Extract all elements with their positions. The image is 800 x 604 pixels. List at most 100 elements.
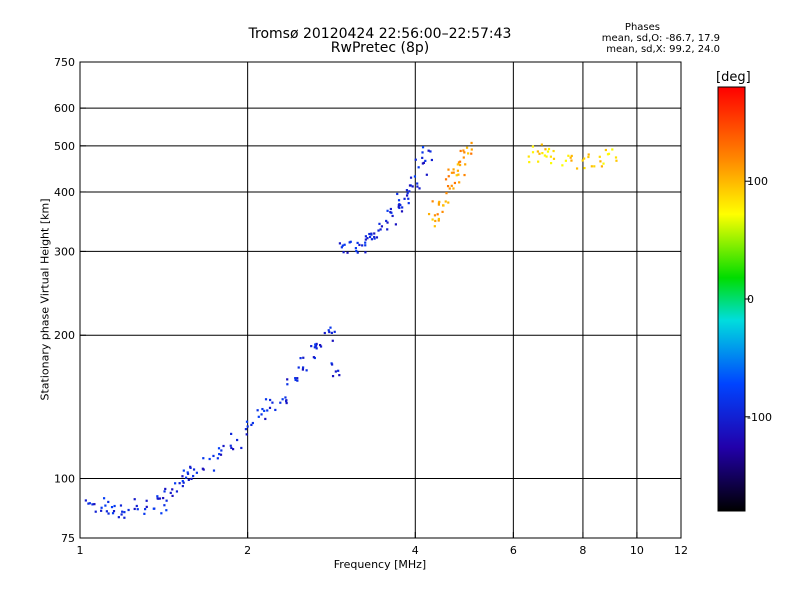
phases-stats-x: mean, sd,X: 99.2, 24.0	[606, 44, 720, 55]
data-point	[285, 401, 288, 405]
phases-stats-o: mean, sd,O: -86.7, 17.9	[601, 33, 720, 44]
data-point	[441, 210, 444, 213]
data-point	[453, 181, 457, 185]
data-point	[219, 453, 223, 456]
data-point	[444, 200, 447, 203]
data-point	[407, 202, 410, 205]
data-point	[583, 157, 586, 160]
data-point	[386, 209, 389, 212]
data-point	[421, 151, 424, 154]
data-point	[456, 163, 459, 166]
data-point	[88, 502, 91, 505]
data-point	[192, 468, 196, 471]
data-point	[229, 444, 232, 447]
data-point	[456, 169, 460, 172]
data-point	[261, 407, 264, 411]
data-point	[117, 516, 120, 519]
data-point	[389, 211, 392, 214]
data-point	[600, 165, 604, 168]
data-point	[162, 496, 165, 500]
data-point	[373, 232, 376, 235]
data-point	[163, 504, 166, 507]
data-point	[133, 498, 136, 501]
data-point	[202, 468, 205, 471]
data-point	[448, 187, 451, 190]
data-point	[169, 491, 172, 494]
data-point	[230, 432, 233, 436]
data-point	[408, 184, 412, 187]
data-point	[356, 241, 359, 245]
data-point	[450, 171, 454, 174]
data-point	[427, 149, 430, 152]
data-point	[113, 504, 116, 508]
data-point	[341, 244, 344, 247]
data-point	[135, 504, 138, 508]
data-point	[354, 247, 357, 250]
data-points	[84, 141, 618, 519]
data-point	[217, 447, 221, 450]
data-point	[236, 438, 239, 442]
data-point	[434, 219, 437, 223]
data-point	[284, 396, 287, 399]
data-point	[202, 457, 205, 460]
y-tick-label: 100	[54, 473, 75, 486]
data-point	[546, 150, 550, 153]
data-point	[156, 495, 159, 498]
y-tick-label: 600	[54, 102, 75, 115]
y-tick-label: 400	[54, 186, 75, 199]
data-point	[405, 189, 409, 192]
data-point	[364, 238, 367, 241]
data-point	[120, 513, 123, 516]
data-point	[189, 466, 192, 469]
data-point	[397, 205, 400, 209]
data-point	[614, 156, 618, 159]
data-point	[364, 235, 367, 238]
data-point	[433, 214, 437, 217]
data-point	[421, 156, 424, 159]
data-point	[257, 415, 260, 418]
data-point	[389, 207, 392, 211]
data-point	[329, 326, 332, 329]
x-tick-label: 10	[630, 544, 644, 557]
data-point	[543, 154, 546, 157]
data-point	[264, 398, 268, 401]
data-point	[396, 192, 399, 196]
data-point	[467, 152, 470, 155]
data-point	[527, 155, 530, 158]
data-point	[430, 158, 433, 162]
data-point	[377, 229, 380, 232]
colorbar-ticks: 100 0 -100	[745, 175, 772, 424]
data-point	[373, 235, 376, 239]
data-point	[240, 446, 243, 450]
data-point	[181, 484, 184, 488]
data-point	[437, 203, 441, 206]
data-point	[87, 502, 90, 505]
data-point	[157, 497, 160, 500]
data-point	[355, 249, 358, 253]
data-point	[545, 155, 548, 158]
data-point	[368, 235, 372, 239]
grid-lines	[80, 62, 681, 538]
data-point	[549, 155, 553, 158]
data-point	[274, 408, 277, 412]
data-point	[356, 251, 359, 254]
data-point	[400, 210, 404, 213]
data-point	[285, 399, 288, 402]
data-point	[598, 155, 601, 158]
x-tick-label: 1	[77, 544, 84, 557]
data-point	[302, 356, 305, 359]
data-point	[416, 185, 419, 188]
data-point	[145, 499, 148, 502]
data-point	[111, 512, 115, 515]
data-point	[403, 197, 406, 200]
data-point	[604, 148, 607, 152]
data-point	[465, 146, 469, 149]
data-point	[447, 175, 450, 178]
data-point	[538, 152, 541, 155]
data-point	[100, 506, 103, 509]
data-point	[385, 219, 388, 223]
data-point	[397, 199, 401, 202]
data-point	[330, 331, 333, 335]
data-point	[470, 141, 473, 145]
